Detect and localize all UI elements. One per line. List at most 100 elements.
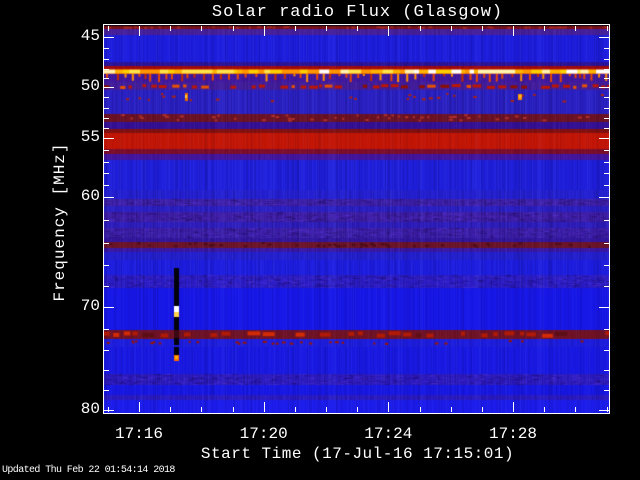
axis-tick xyxy=(599,197,609,198)
y-tick-label: 55 xyxy=(80,128,100,146)
axis-tick xyxy=(104,128,109,129)
y-tick-label: 50 xyxy=(80,77,100,95)
axis-tick xyxy=(104,390,109,391)
x-axis-title: Start Time (17-Jul-16 17:15:01) xyxy=(200,445,515,463)
plot-frame xyxy=(103,24,610,414)
axis-tick xyxy=(232,407,234,412)
axis-tick xyxy=(104,220,109,221)
axis-tick xyxy=(604,185,609,186)
axis-tick xyxy=(604,108,609,109)
axis-tick xyxy=(139,26,140,36)
axis-tick xyxy=(606,407,608,412)
axis-tick xyxy=(104,197,114,198)
axis-tick xyxy=(107,407,109,412)
axis-tick xyxy=(419,407,421,412)
axis-tick xyxy=(232,26,234,31)
axis-tick xyxy=(104,162,109,163)
axis-tick xyxy=(604,243,609,244)
axis-tick xyxy=(599,410,609,411)
axis-tick xyxy=(604,173,609,174)
axis-tick xyxy=(604,78,609,79)
axis-tick xyxy=(481,407,483,412)
axis-tick xyxy=(104,69,109,70)
axis-tick xyxy=(104,286,109,287)
x-tick-label: 17:24 xyxy=(364,425,413,443)
axis-tick xyxy=(604,220,609,221)
axis-tick xyxy=(513,402,514,412)
axis-tick xyxy=(604,48,609,49)
y-tick-label: 80 xyxy=(80,400,100,418)
axis-tick xyxy=(604,370,609,371)
axis-tick xyxy=(107,26,109,31)
axis-tick xyxy=(604,59,609,60)
axis-tick xyxy=(104,108,109,109)
axis-tick xyxy=(104,78,109,79)
axis-tick xyxy=(104,48,109,49)
axis-tick xyxy=(604,150,609,151)
updated-timestamp: Updated Thu Feb 22 01:54:14 2018 xyxy=(2,465,175,476)
x-tick-label: 17:28 xyxy=(488,425,537,443)
axis-tick xyxy=(104,265,109,266)
y-tick-label: 70 xyxy=(80,297,100,315)
axis-tick xyxy=(263,402,265,412)
axis-tick xyxy=(544,407,546,412)
axis-tick xyxy=(604,329,609,330)
axis-tick xyxy=(604,265,609,266)
axis-tick xyxy=(575,407,577,412)
axis-tick xyxy=(604,118,609,119)
axis-tick xyxy=(575,26,577,31)
axis-tick xyxy=(388,26,390,36)
axis-tick xyxy=(104,37,114,38)
axis-tick xyxy=(294,26,296,31)
axis-tick xyxy=(326,407,327,412)
axis-tick xyxy=(604,97,609,98)
axis-tick xyxy=(326,26,327,31)
axis-tick xyxy=(170,26,172,31)
axis-tick xyxy=(104,87,114,88)
spectrogram-heatmap xyxy=(104,25,609,413)
axis-tick xyxy=(201,407,203,412)
axis-tick xyxy=(604,390,609,391)
x-tick-label: 17:16 xyxy=(114,425,163,443)
axis-tick xyxy=(604,128,609,129)
axis-tick xyxy=(104,410,114,411)
axis-tick xyxy=(604,69,609,70)
axis-tick xyxy=(604,350,609,351)
axis-tick xyxy=(450,407,452,412)
axis-tick xyxy=(104,59,109,60)
axis-tick xyxy=(104,350,109,351)
axis-tick xyxy=(604,286,609,287)
axis-tick xyxy=(139,402,140,412)
axis-tick xyxy=(481,26,483,31)
axis-tick xyxy=(599,307,609,308)
axis-tick xyxy=(104,329,109,330)
axis-tick xyxy=(104,370,109,371)
axis-tick xyxy=(104,138,114,139)
axis-tick xyxy=(599,138,609,139)
axis-tick xyxy=(263,26,265,36)
axis-tick xyxy=(450,26,452,31)
axis-tick xyxy=(599,37,609,38)
axis-tick xyxy=(388,402,390,412)
axis-tick xyxy=(104,118,109,119)
axis-tick xyxy=(104,243,109,244)
y-tick-label: 60 xyxy=(80,187,100,205)
y-tick-label: 45 xyxy=(80,27,100,45)
axis-tick xyxy=(104,150,109,151)
axis-tick xyxy=(599,87,609,88)
axis-tick xyxy=(604,162,609,163)
axis-tick xyxy=(104,185,109,186)
axis-tick xyxy=(294,407,296,412)
axis-tick xyxy=(357,407,359,412)
y-axis-title: Frequency [MHz] xyxy=(51,142,69,302)
axis-tick xyxy=(513,26,514,36)
axis-tick xyxy=(104,307,114,308)
axis-tick xyxy=(544,26,546,31)
axis-tick xyxy=(606,26,608,31)
axis-tick xyxy=(104,97,109,98)
chart-title: Solar radio Flux (Glasgow) xyxy=(211,3,504,22)
axis-tick xyxy=(104,173,109,174)
x-tick-label: 17:20 xyxy=(239,425,288,443)
axis-tick xyxy=(201,26,203,31)
